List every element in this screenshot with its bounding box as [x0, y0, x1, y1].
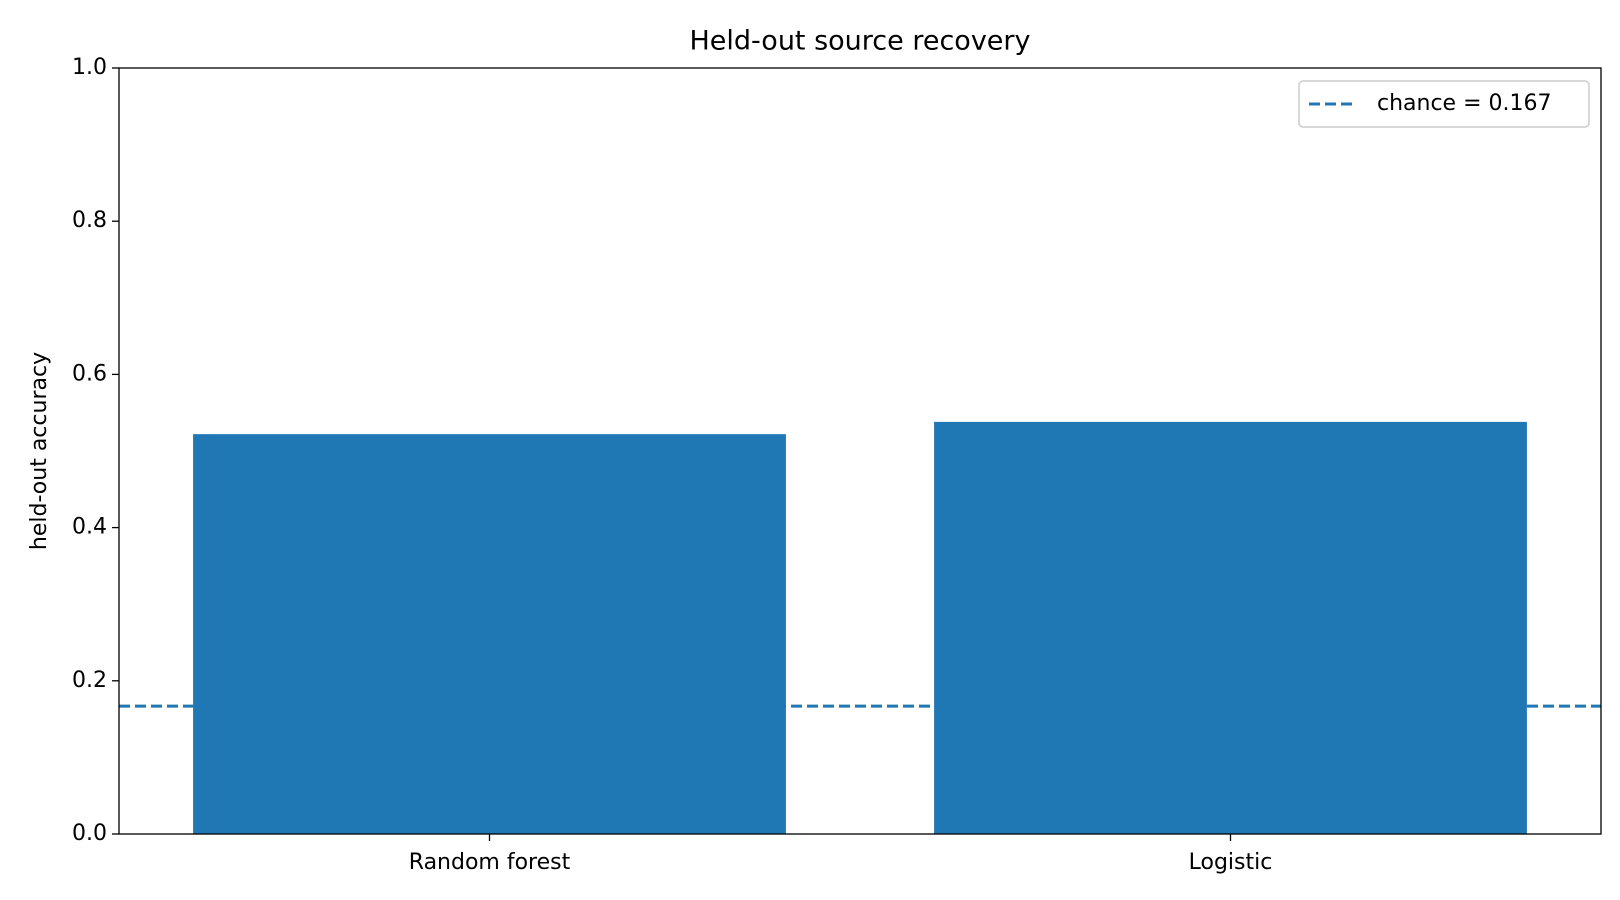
bar — [193, 434, 786, 834]
legend-box — [1298, 80, 1590, 128]
x-tick-label: Logistic — [1189, 850, 1273, 875]
legend: chance = 0.167 — [1298, 80, 1590, 128]
y-tick-label: 0.4 — [72, 515, 107, 540]
y-tick-label: 0.8 — [72, 208, 107, 233]
plot-frame — [118, 67, 1602, 835]
y-tick-label: 0.0 — [72, 821, 107, 846]
chart-title: Held-out source recovery — [690, 26, 1031, 57]
x-tick-label: Random forest — [409, 850, 571, 875]
y-axis-label: held-out accuracy — [27, 352, 52, 550]
legend-label: chance = 0.167 — [1377, 91, 1552, 116]
y-tick-label: 1.0 — [72, 55, 107, 80]
bar — [934, 421, 1527, 834]
y-tick-label: 0.2 — [72, 668, 107, 693]
y-tick-label: 0.6 — [72, 361, 107, 386]
